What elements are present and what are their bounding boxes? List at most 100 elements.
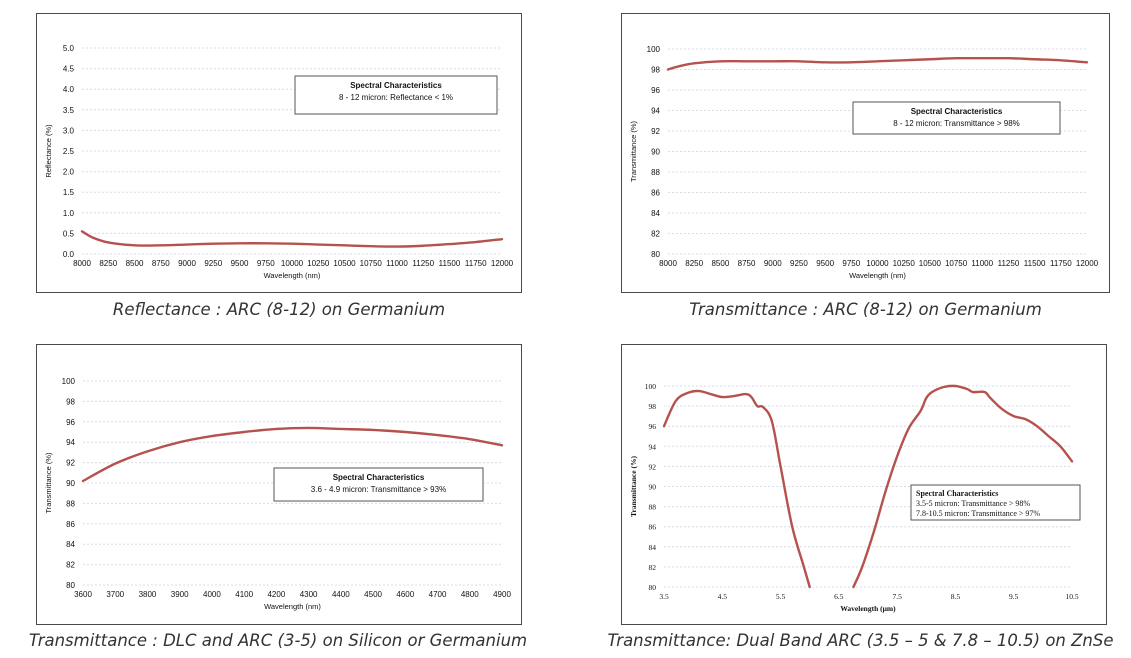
- chart-2-x-tick-label: 10750: [945, 259, 968, 268]
- chart-2-y-tick-label: 100: [647, 45, 661, 54]
- chart-svg-4: 80 82 84 86 88 90 92 94 96 98 100 3.5 4.5 5.5 6.5 7.5 8.…: [629, 382, 1081, 613]
- chart-4-annotation-title: Spectral Characteristics: [916, 489, 998, 498]
- chart-1-y-tick-label: 4.5: [63, 65, 75, 74]
- chart-2-x-tick-label: 11250: [998, 259, 1020, 268]
- chart-svg-2: 80 82 84 86 88 90 92 94 96 98 100 8000 8250 8500 8750 9…: [629, 45, 1099, 280]
- chart-caption-1: Reflectance : ARC (8-12) on Germanium: [112, 300, 446, 319]
- chart-2-y-tick-label: 98: [651, 66, 660, 75]
- chart-1-y-tick-label: 0.0: [63, 250, 75, 259]
- chart-2-x-tick-label: 12000: [1076, 259, 1099, 268]
- chart-4-y-tick-label: 80: [649, 583, 657, 592]
- chart-4-y-tick-label: 86: [649, 523, 657, 532]
- chart-2-x-tick-label: 10000: [866, 259, 889, 268]
- chart-3-y-tick-label: 98: [66, 397, 75, 406]
- chart-3-y-tick-label: 90: [66, 479, 75, 488]
- chart-4-annotation-line: 7.8-10.5 micron: Transmittance > 97%: [916, 509, 1040, 518]
- chart-2-x-tick-label: 10500: [919, 259, 942, 268]
- chart-3-y-tick-label: 84: [66, 540, 75, 549]
- chart-1-annotation-box: [294, 75, 498, 115]
- chart-2-y-tick-label: 84: [651, 209, 660, 218]
- chart-caption-4: Transmittance: Dual Band ARC (3.5 – 5 & …: [607, 631, 1114, 650]
- chart-4-x-axis-title: Wavelength (μm): [840, 604, 896, 613]
- chart-1-x-tick-label: 11000: [386, 259, 408, 268]
- chart-1-x-tick-label: 11500: [439, 259, 461, 268]
- chart-1-annotation-title: Spectral Characteristics: [350, 81, 442, 90]
- chart-4-series-line-2: [852, 384, 1074, 589]
- chart-2-y-tick-label: 80: [651, 250, 660, 259]
- chart-1-y-tick-label: 0.5: [63, 229, 75, 238]
- chart-4-x-tick-label: 6.5: [834, 592, 844, 601]
- chart-2-y-axis-title: Transmittance (%): [629, 121, 638, 182]
- chart-1-x-tick-label: 10000: [281, 259, 304, 268]
- chart-3-y-tick-label: 80: [66, 581, 75, 590]
- chart-1-y-tick-label: 2.0: [63, 168, 75, 177]
- chart-4-y-tick-label: 98: [649, 402, 657, 411]
- chart-2-x-tick-label: 8250: [685, 259, 703, 268]
- chart-2-y-tick-label: 92: [651, 127, 660, 136]
- chart-svg-1: 0.0 0.5 1.0 1.5 2.0 2.5 3.0 3.5 4.0 4.5 5.0 8000 825…: [44, 44, 514, 280]
- chart-3-y-axis-title: Transmittance (%): [44, 452, 53, 513]
- chart-2-x-tick-label: 9500: [816, 259, 834, 268]
- chart-2-x-tick-label: 11500: [1024, 259, 1046, 268]
- chart-2-y-tick-label: 82: [651, 230, 660, 239]
- chart-3-annotation-box: [273, 467, 484, 502]
- chart-2-annotation-title: Spectral Characteristics: [911, 107, 1003, 116]
- chart-3-y-tick-label: 86: [66, 520, 75, 529]
- chart-2-annotation-box: [852, 101, 1061, 135]
- chart-caption-3: Transmittance : DLC and ARC (3-5) on Sil…: [28, 631, 528, 650]
- chart-2-annotation-line: 8 - 12 micron: Transmittance > 98%: [893, 119, 1020, 128]
- chart-1-y-tick-label: 1.5: [63, 188, 75, 197]
- chart-4-annotation-box: [910, 484, 1081, 521]
- chart-frame-1: 0.0 0.5 1.0 1.5 2.0 2.5 3.0 3.5 4.0 4.5 5.0 8000 825…: [36, 13, 522, 293]
- chart-2-x-tick-label: 8500: [711, 259, 729, 268]
- chart-2-y-tick-label: 96: [651, 86, 660, 95]
- chart-3-x-tick-label: 3800: [139, 590, 157, 599]
- chart-2-x-tick-label: 9000: [764, 259, 782, 268]
- chart-1-x-tick-label: 10250: [307, 259, 330, 268]
- chart-1-x-tick-label: 10750: [360, 259, 383, 268]
- chart-3-x-tick-label: 4800: [461, 590, 479, 599]
- chart-frame-4: 80 82 84 86 88 90 92 94 96 98 100 3.5 4.5 5.5 6.5 7.5 8.…: [621, 344, 1107, 625]
- chart-1-x-tick-label: 8000: [73, 259, 91, 268]
- chart-2-x-tick-label: 10250: [893, 259, 916, 268]
- chart-4-x-tick-label: 4.5: [718, 592, 728, 601]
- chart-3-series-line-1: [81, 426, 504, 483]
- chart-1-y-tick-label: 3.5: [63, 106, 75, 115]
- chart-2-x-tick-label: 11000: [971, 259, 993, 268]
- chart-4-x-tick-label: 10.5: [1065, 592, 1078, 601]
- chart-1-x-tick-label: 12000: [491, 259, 514, 268]
- chart-1-y-tick-label: 4.0: [63, 85, 75, 94]
- chart-3-x-tick-label: 4500: [364, 590, 382, 599]
- chart-4-x-tick-label: 9.5: [1009, 592, 1019, 601]
- chart-1-x-tick-label: 11750: [465, 259, 487, 268]
- chart-4-annotation-line: 3.5-5 micron: Transmittance > 98%: [916, 499, 1030, 508]
- chart-1-x-tick-label: 8750: [152, 259, 170, 268]
- chart-caption-2: Transmittance : ARC (8-12) on Germanium: [689, 300, 1042, 319]
- chart-2-x-tick-label: 8000: [659, 259, 677, 268]
- chart-4-y-tick-label: 84: [649, 543, 657, 552]
- chart-1-x-axis-title: Wavelength (nm): [264, 271, 321, 280]
- chart-4-series-line-1: [662, 389, 811, 589]
- chart-4-y-tick-label: 96: [649, 422, 657, 431]
- chart-4-x-tick-label: 7.5: [892, 592, 902, 601]
- chart-2-y-tick-label: 94: [651, 107, 660, 116]
- chart-2-x-tick-label: 9250: [790, 259, 808, 268]
- chart-3-y-tick-label: 94: [66, 438, 75, 447]
- chart-3-x-tick-label: 4300: [300, 590, 318, 599]
- chart-3-x-axis-title: Wavelength (nm): [264, 602, 321, 611]
- chart-1-y-tick-label: 2.5: [63, 147, 75, 156]
- chart-4-y-tick-label: 88: [649, 503, 657, 512]
- chart-3-x-tick-label: 4900: [493, 590, 511, 599]
- chart-3-x-tick-label: 4700: [429, 590, 447, 599]
- chart-3-x-tick-label: 3900: [171, 590, 189, 599]
- chart-1-annotation-line: 8 - 12 micron: Reflectance < 1%: [339, 93, 453, 102]
- chart-1-x-tick-label: 10500: [333, 259, 356, 268]
- chart-4-y-tick-label: 94: [649, 442, 657, 451]
- chart-3-y-tick-label: 100: [62, 377, 76, 386]
- chart-3-x-tick-label: 4400: [332, 590, 350, 599]
- chart-1-x-tick-label: 11250: [412, 259, 434, 268]
- chart-3-x-tick-label: 3700: [106, 590, 124, 599]
- chart-2-series-line-1: [666, 56, 1089, 71]
- chart-2-x-axis-title: Wavelength (nm): [849, 271, 906, 280]
- chart-4-y-axis-title: Transmittance (%): [629, 456, 638, 517]
